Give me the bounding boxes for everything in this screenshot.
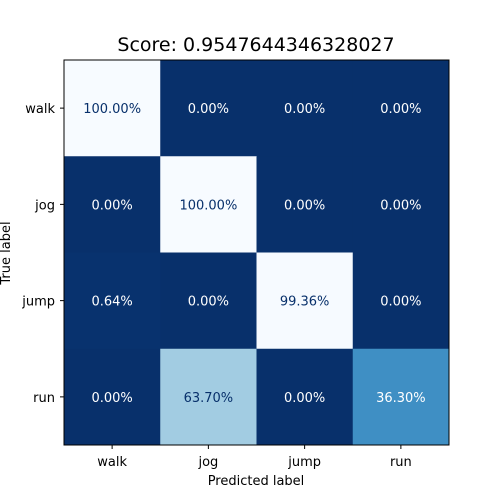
- heatmap-cell: [352, 60, 450, 157]
- y-axis-ticks: walk jog jump run: [21, 102, 64, 406]
- heatmap-cells: [64, 60, 450, 446]
- cell-value-label: 0.64%: [91, 295, 132, 310]
- y-axis-label: True label: [0, 221, 14, 285]
- heatmap-cell: [64, 348, 161, 446]
- heatmap-cell: [160, 60, 257, 157]
- cell-value-label: 0.00%: [380, 102, 421, 117]
- cell-value-label: 0.00%: [188, 102, 229, 117]
- cell-value-label: 100.00%: [179, 198, 237, 213]
- cell-value-label: 0.00%: [188, 295, 229, 310]
- x-tick-label: walk: [97, 455, 127, 470]
- heatmap-cell: [256, 252, 354, 350]
- cell-value-label: 0.00%: [91, 198, 132, 213]
- cell-value-label: 0.00%: [284, 391, 325, 406]
- y-tick-label: walk: [25, 102, 55, 117]
- heatmap-cell: [256, 348, 354, 446]
- cell-value-label: 100.00%: [83, 102, 141, 117]
- y-tick-label: jog: [34, 198, 55, 213]
- heatmap-cell: [352, 348, 450, 446]
- cell-value-label: 63.70%: [184, 391, 234, 406]
- plot-border: [63, 59, 450, 446]
- heatmap-cell: [160, 156, 257, 253]
- x-tick-label: jump: [287, 455, 321, 470]
- cell-value-label: 99.36%: [280, 295, 330, 310]
- cell-value-label: 0.00%: [380, 295, 421, 310]
- heatmap-cell: [64, 156, 161, 253]
- heatmap-cell: [64, 60, 161, 157]
- heatmap-cell: [352, 156, 450, 253]
- heatmap-cell: [160, 252, 257, 350]
- plot-frame: [63, 59, 450, 446]
- cell-value-label: 0.00%: [284, 198, 325, 213]
- heatmap-cell: [256, 156, 354, 253]
- heatmap-cell: [64, 252, 161, 350]
- heatmap-cell: [160, 348, 257, 446]
- x-tick-label: run: [390, 455, 412, 470]
- chart-title: Score: 0.9547644346328027: [117, 34, 394, 56]
- y-tick-label: run: [33, 391, 55, 406]
- x-axis-label: Predicted label: [208, 474, 305, 489]
- heatmap-cell-labels: 100.00% 0.00% 0.00% 0.00% 0.00% 100.00% 0.00% 0…: [83, 102, 425, 406]
- heatmap-cell: [352, 252, 450, 350]
- cell-value-label: 36.30%: [376, 391, 426, 406]
- x-tick-label: jog: [197, 455, 218, 470]
- cell-value-label: 0.00%: [91, 391, 132, 406]
- heatmap-cell: [256, 60, 354, 157]
- cell-value-label: 0.00%: [284, 102, 325, 117]
- y-tick-label: jump: [21, 295, 55, 310]
- x-axis-ticks: walk jog jump run: [97, 445, 412, 470]
- cell-value-label: 0.00%: [380, 198, 421, 213]
